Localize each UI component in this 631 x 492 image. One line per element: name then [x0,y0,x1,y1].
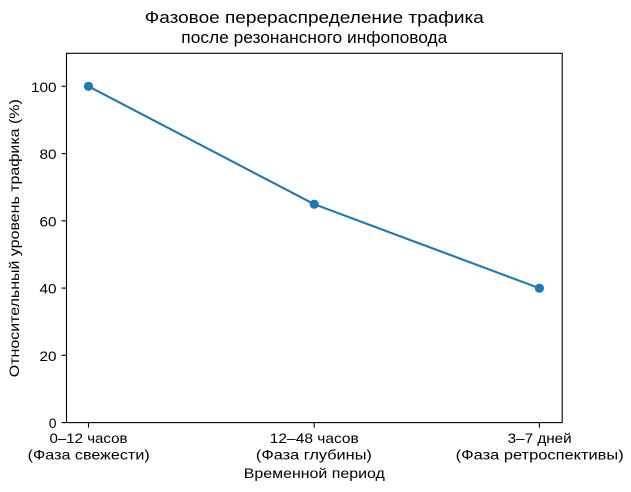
svg-text:12–48 часов: 12–48 часов [270,430,359,446]
svg-text:3–7 дней: 3–7 дней [508,430,572,446]
svg-text:Относительный уровень трафика: Относительный уровень трафика (%) [6,99,22,377]
svg-text:40: 40 [40,281,57,297]
svg-text:60: 60 [40,213,57,229]
svg-text:после резонансного инфоповода: после резонансного инфоповода [181,28,448,47]
svg-text:80: 80 [40,146,57,162]
svg-text:(Фаза свежести): (Фаза свежести) [28,446,150,462]
svg-text:(Фаза ретроспективы): (Фаза ретроспективы) [456,446,624,462]
svg-text:Фазовое перераспределение траф: Фазовое перераспределение трафика [145,8,485,27]
svg-text:(Фаза глубины): (Фаза глубины) [256,446,372,462]
svg-text:100: 100 [31,79,57,95]
svg-text:Временной период: Временной период [244,465,385,481]
svg-text:0–12 часов: 0–12 часов [50,430,128,446]
svg-text:0: 0 [49,415,57,431]
svg-text:20: 20 [40,348,57,364]
